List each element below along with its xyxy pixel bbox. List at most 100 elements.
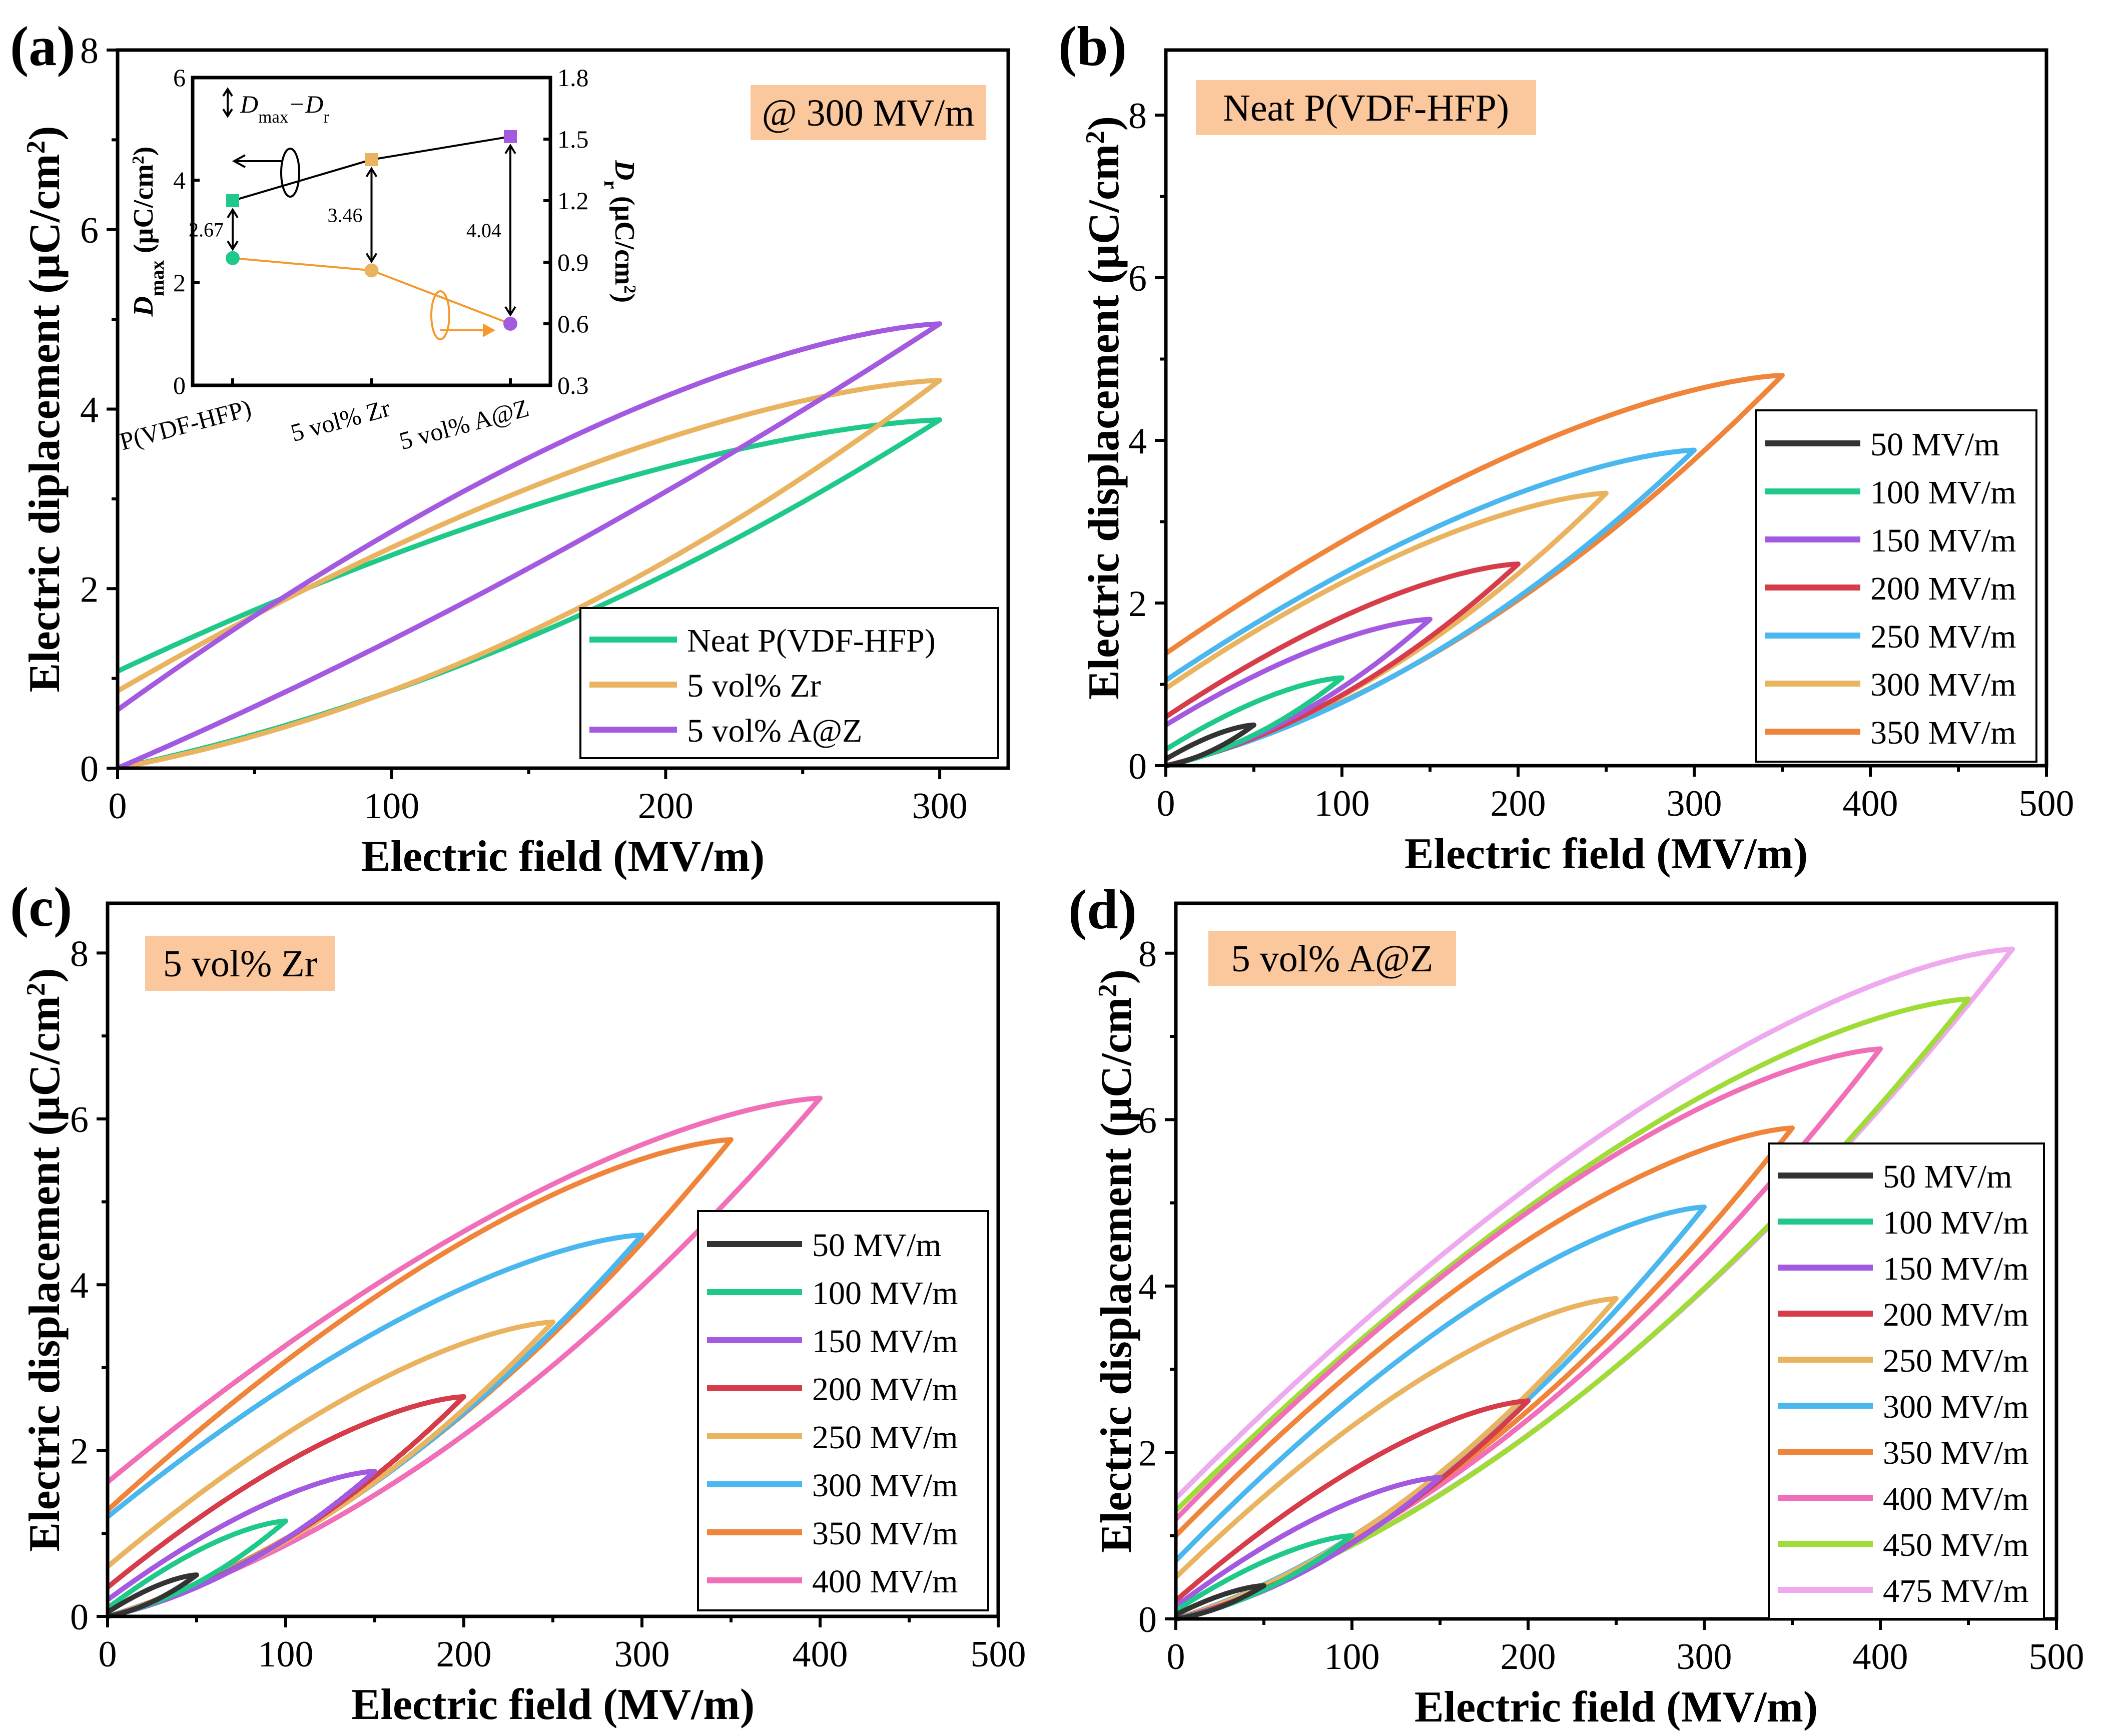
- y-tick-label: 2: [80, 569, 99, 610]
- x-axis-title: Electric field (MV/m): [351, 1680, 755, 1729]
- x-axis-title: Electric field (MV/m): [361, 832, 765, 881]
- tag-label: Neat P(VDF-HFP): [1223, 87, 1509, 129]
- legend-entry: 50 MV/m: [812, 1227, 942, 1264]
- series-loop-300-mv-m: [1174, 1204, 1707, 1621]
- x-tick-label: 200: [1491, 783, 1546, 824]
- x-tick-label: 100: [364, 786, 419, 827]
- x-tick-label: 300: [1677, 1636, 1732, 1677]
- series-loop-50-mv-m: [1174, 1583, 1266, 1621]
- x-axis-title: Electric field (MV/m): [1415, 1683, 1818, 1731]
- y-tick-label: 0: [80, 749, 99, 790]
- inset-arrow-head: [482, 323, 496, 337]
- x-tick-label: 100: [1314, 783, 1370, 824]
- tag-label: 5 vol% A@Z: [1231, 938, 1434, 980]
- x-tick-label: 400: [1843, 783, 1898, 824]
- y-tick-label: 4: [80, 390, 99, 431]
- y-tick-label: 0: [1138, 1599, 1157, 1640]
- tag-label: 5 vol% Zr: [163, 943, 317, 985]
- inset-dr-marker: [226, 251, 240, 265]
- panel-label: (a): [10, 16, 76, 78]
- y-axis-title-sup: 2: [22, 141, 51, 154]
- x-tick-label: 200: [1501, 1636, 1556, 1677]
- y-tick-label: 2: [1138, 1433, 1157, 1474]
- series-loop-200-mv-m: [1164, 561, 1521, 768]
- inset-left-tick-label: 4: [173, 166, 186, 194]
- x-tick-label: 500: [971, 1634, 1026, 1675]
- x-tick-label: 200: [638, 786, 693, 827]
- y-tick-label: 8: [70, 933, 89, 974]
- x-tick-label: 300: [1667, 783, 1722, 824]
- inset-right-tick-label: 0.6: [557, 310, 589, 338]
- inset-arrow-head: [504, 144, 516, 154]
- x-tick-label: 300: [614, 1634, 670, 1675]
- inset-left-title-sup: 2: [129, 156, 148, 164]
- inset-dmax-marker: [504, 130, 517, 143]
- inset-arrow-head: [227, 240, 239, 251]
- y-axis-title-part: ): [1080, 116, 1128, 131]
- legend-box: [697, 1210, 989, 1611]
- inset-right-axis-indicator: [430, 290, 450, 340]
- legend-entry: 100 MV/m: [1870, 474, 2016, 511]
- y-tick-label: 2: [1128, 584, 1147, 625]
- tag-box: [1208, 931, 1456, 986]
- x-tick-label: 500: [2019, 783, 2074, 824]
- series-loop-5-vol-zr: [116, 378, 943, 771]
- y-axis-title-part: Electric displacement (μC/cm: [21, 996, 69, 1551]
- inset-legend-main: D: [240, 90, 258, 118]
- series-loop-250-mv-m: [106, 1319, 555, 1619]
- legend-entry: 50 MV/m: [1883, 1159, 2012, 1195]
- panel-c: 0 100 200 300 400 500 0 2 4 6 8 Electric field (MV/…: [10, 876, 1026, 1729]
- legend-entry: 200 MV/m: [812, 1371, 958, 1408]
- y-axis-title-part: ): [21, 968, 69, 982]
- inset-legend-sub: r: [323, 107, 329, 127]
- panel-a: 0 100 200 300 0 2 4 6 8 Electric field (MV/m) Elec…: [10, 16, 1010, 881]
- inset-diff-label: 3.46: [328, 204, 363, 227]
- inset-right-tick-label: 1.5: [557, 125, 589, 153]
- inset-left-axis-title: Dmax (μC/cm2): [128, 147, 168, 317]
- inset-left-tick-label: 0: [173, 371, 186, 399]
- series-loop-300-mv-m: [1164, 490, 1609, 768]
- panel-label: (d): [1068, 879, 1137, 941]
- inset-right-title-sub: r: [600, 180, 622, 189]
- series-loop-100-mv-m: [1164, 675, 1344, 768]
- legend-entry: 200 MV/m: [1870, 570, 2016, 607]
- inset-arrow-head: [504, 306, 516, 317]
- x-axis-title: Electric field (MV/m): [1405, 830, 1808, 878]
- inset-left-title-main: D: [128, 296, 159, 317]
- inset-left-tick-label: 6: [173, 64, 186, 92]
- inset-diff-label: 4.04: [466, 219, 501, 242]
- legend-entry: 5 vol% A@Z: [687, 713, 862, 749]
- y-tick-label: 2: [70, 1431, 89, 1472]
- panel-label: (b): [1058, 16, 1127, 78]
- series-loop-300-mv-m: [106, 1232, 644, 1619]
- y-axis-title: Electric displacement (μC/cm2): [21, 968, 69, 1551]
- legend-entry: 150 MV/m: [1883, 1251, 2029, 1287]
- inset-dmax-marker: [365, 153, 378, 166]
- y-axis-title-sup: 2: [1093, 984, 1122, 997]
- series-loop-400-mv-m: [106, 1095, 823, 1619]
- y-tick-label: 8: [80, 31, 99, 72]
- legend-entry: 5 vol% Zr: [687, 668, 821, 704]
- inset-right-tick-label: 0.9: [557, 248, 589, 276]
- legend-entry: 200 MV/m: [1883, 1297, 2029, 1333]
- y-tick-label: 8: [1128, 96, 1147, 137]
- legend-entry: 350 MV/m: [1870, 715, 2016, 751]
- y-tick-label: 6: [1128, 258, 1147, 299]
- inset-dmax-marker: [226, 194, 239, 207]
- y-tick-label: 6: [70, 1099, 89, 1140]
- y-tick-label: 0: [70, 1597, 89, 1638]
- inset-right-tick-label: 1.8: [557, 64, 589, 92]
- inset-arrow-head: [365, 253, 378, 264]
- x-tick-label: 0: [99, 1634, 117, 1675]
- inset-right-tick-label: 1.2: [557, 187, 589, 215]
- legend-entry: 475 MV/m: [1883, 1573, 2029, 1609]
- inset-legend-dash: −D: [288, 90, 323, 118]
- inset-arrow-head: [222, 87, 233, 118]
- inset-right-title-main: D: [609, 160, 640, 180]
- inset-left-title-unit: (μC/cm: [128, 164, 159, 260]
- legend-entry: 100 MV/m: [812, 1275, 958, 1312]
- inset-dr-marker: [503, 317, 517, 331]
- series-loop-350-mv-m: [106, 1137, 734, 1619]
- inset-left-axis-indicator: [280, 148, 300, 198]
